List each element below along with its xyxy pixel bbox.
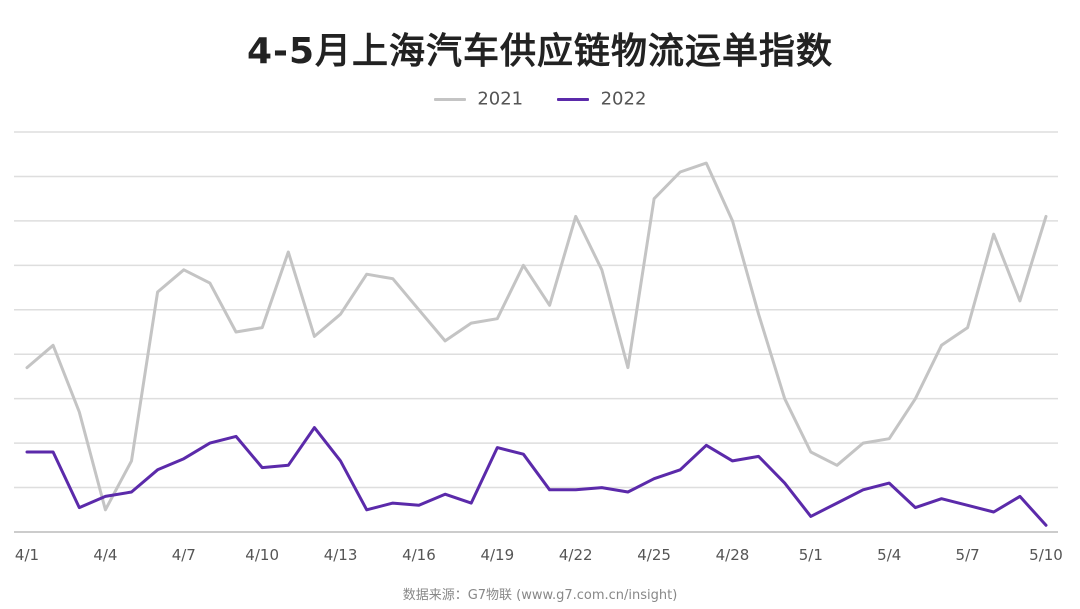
x-tick-label: 4/25 [637,546,671,564]
x-tick-label: 4/7 [172,546,196,564]
series-line-2021 [25,161,1048,512]
legend-swatch-2022 [556,97,589,101]
x-tick-label: 4/19 [480,546,514,564]
x-tick-label: 5/1 [799,546,823,564]
legend-swatch-2021 [433,97,466,101]
legend-item-2021[interactable]: 2021 [433,88,524,110]
x-tick-label: 4/1 [15,546,39,564]
legend-item-2022[interactable]: 2022 [556,88,647,110]
x-tick-label: 4/16 [402,546,436,564]
x-tick-label: 4/13 [324,546,358,564]
source-note: 数据来源：G7物联 (www.g7.com.cn/insight) [402,588,678,603]
x-tick-label: 5/7 [956,546,980,564]
x-tick-label: 5/4 [877,546,901,564]
chart-legend: 2021 2022 [0,88,1080,110]
x-tick-label: 4/28 [716,546,750,564]
page-title: 4-5月上海汽车供应链物流运单指数 [246,31,834,72]
legend-label-2022: 2022 [600,88,647,110]
x-tick-label: 4/22 [559,546,593,564]
x-tick-label: 4/10 [245,546,279,564]
series-line-2022 [25,426,1048,527]
legend-label-2021: 2021 [477,88,524,110]
x-tick-label: 4/4 [93,546,117,564]
x-tick-label: 5/10 [1029,546,1063,564]
